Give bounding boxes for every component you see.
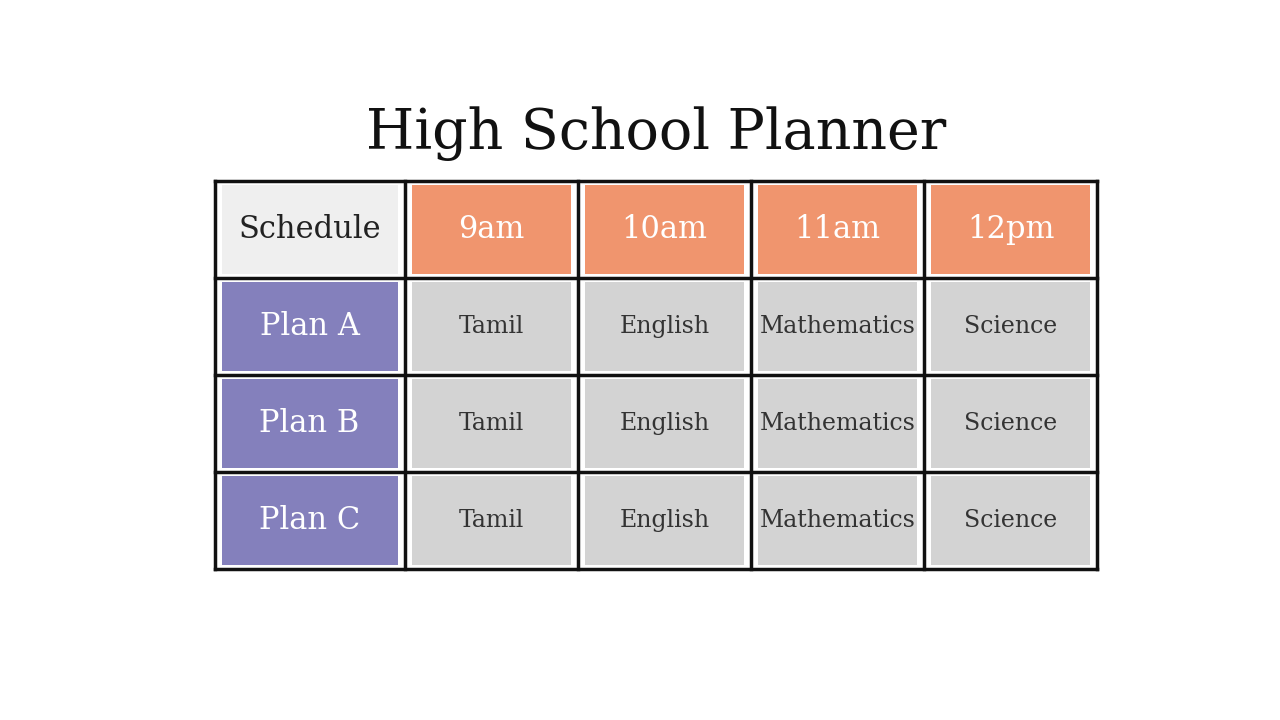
Bar	[758, 476, 918, 565]
Text: Mathematics: Mathematics	[759, 509, 915, 531]
Text: Mathematics: Mathematics	[759, 412, 915, 435]
Bar	[411, 379, 571, 468]
Bar	[221, 476, 398, 565]
Text: 9am: 9am	[458, 214, 525, 245]
Bar	[411, 184, 571, 274]
Text: English: English	[620, 412, 709, 435]
Bar	[585, 184, 744, 274]
Bar	[758, 282, 918, 371]
Bar	[585, 282, 744, 371]
Text: Plan B: Plan B	[260, 408, 360, 438]
Bar	[931, 184, 1091, 274]
Bar	[221, 379, 398, 468]
Bar	[411, 476, 571, 565]
Text: Tamil: Tamil	[458, 315, 524, 338]
Text: Mathematics: Mathematics	[759, 315, 915, 338]
Text: Science: Science	[964, 315, 1057, 338]
Text: Science: Science	[964, 412, 1057, 435]
Bar	[758, 379, 918, 468]
Text: Tamil: Tamil	[458, 412, 524, 435]
Bar	[585, 379, 744, 468]
Text: 10am: 10am	[621, 214, 708, 245]
Text: 12pm: 12pm	[968, 214, 1055, 245]
Bar	[411, 282, 571, 371]
Text: English: English	[620, 509, 709, 531]
Bar	[758, 184, 918, 274]
Text: High School Planner: High School Planner	[366, 106, 946, 161]
Text: Plan A: Plan A	[260, 310, 360, 342]
Text: Schedule: Schedule	[238, 214, 381, 245]
Text: English: English	[620, 315, 709, 338]
Bar	[931, 476, 1091, 565]
Text: Tamil: Tamil	[458, 509, 524, 531]
Text: Science: Science	[964, 509, 1057, 531]
Bar	[931, 282, 1091, 371]
Bar	[585, 476, 744, 565]
Bar	[931, 379, 1091, 468]
Bar	[221, 282, 398, 371]
Text: 11am: 11am	[795, 214, 881, 245]
Text: Plan C: Plan C	[259, 505, 360, 536]
Bar	[221, 184, 398, 274]
